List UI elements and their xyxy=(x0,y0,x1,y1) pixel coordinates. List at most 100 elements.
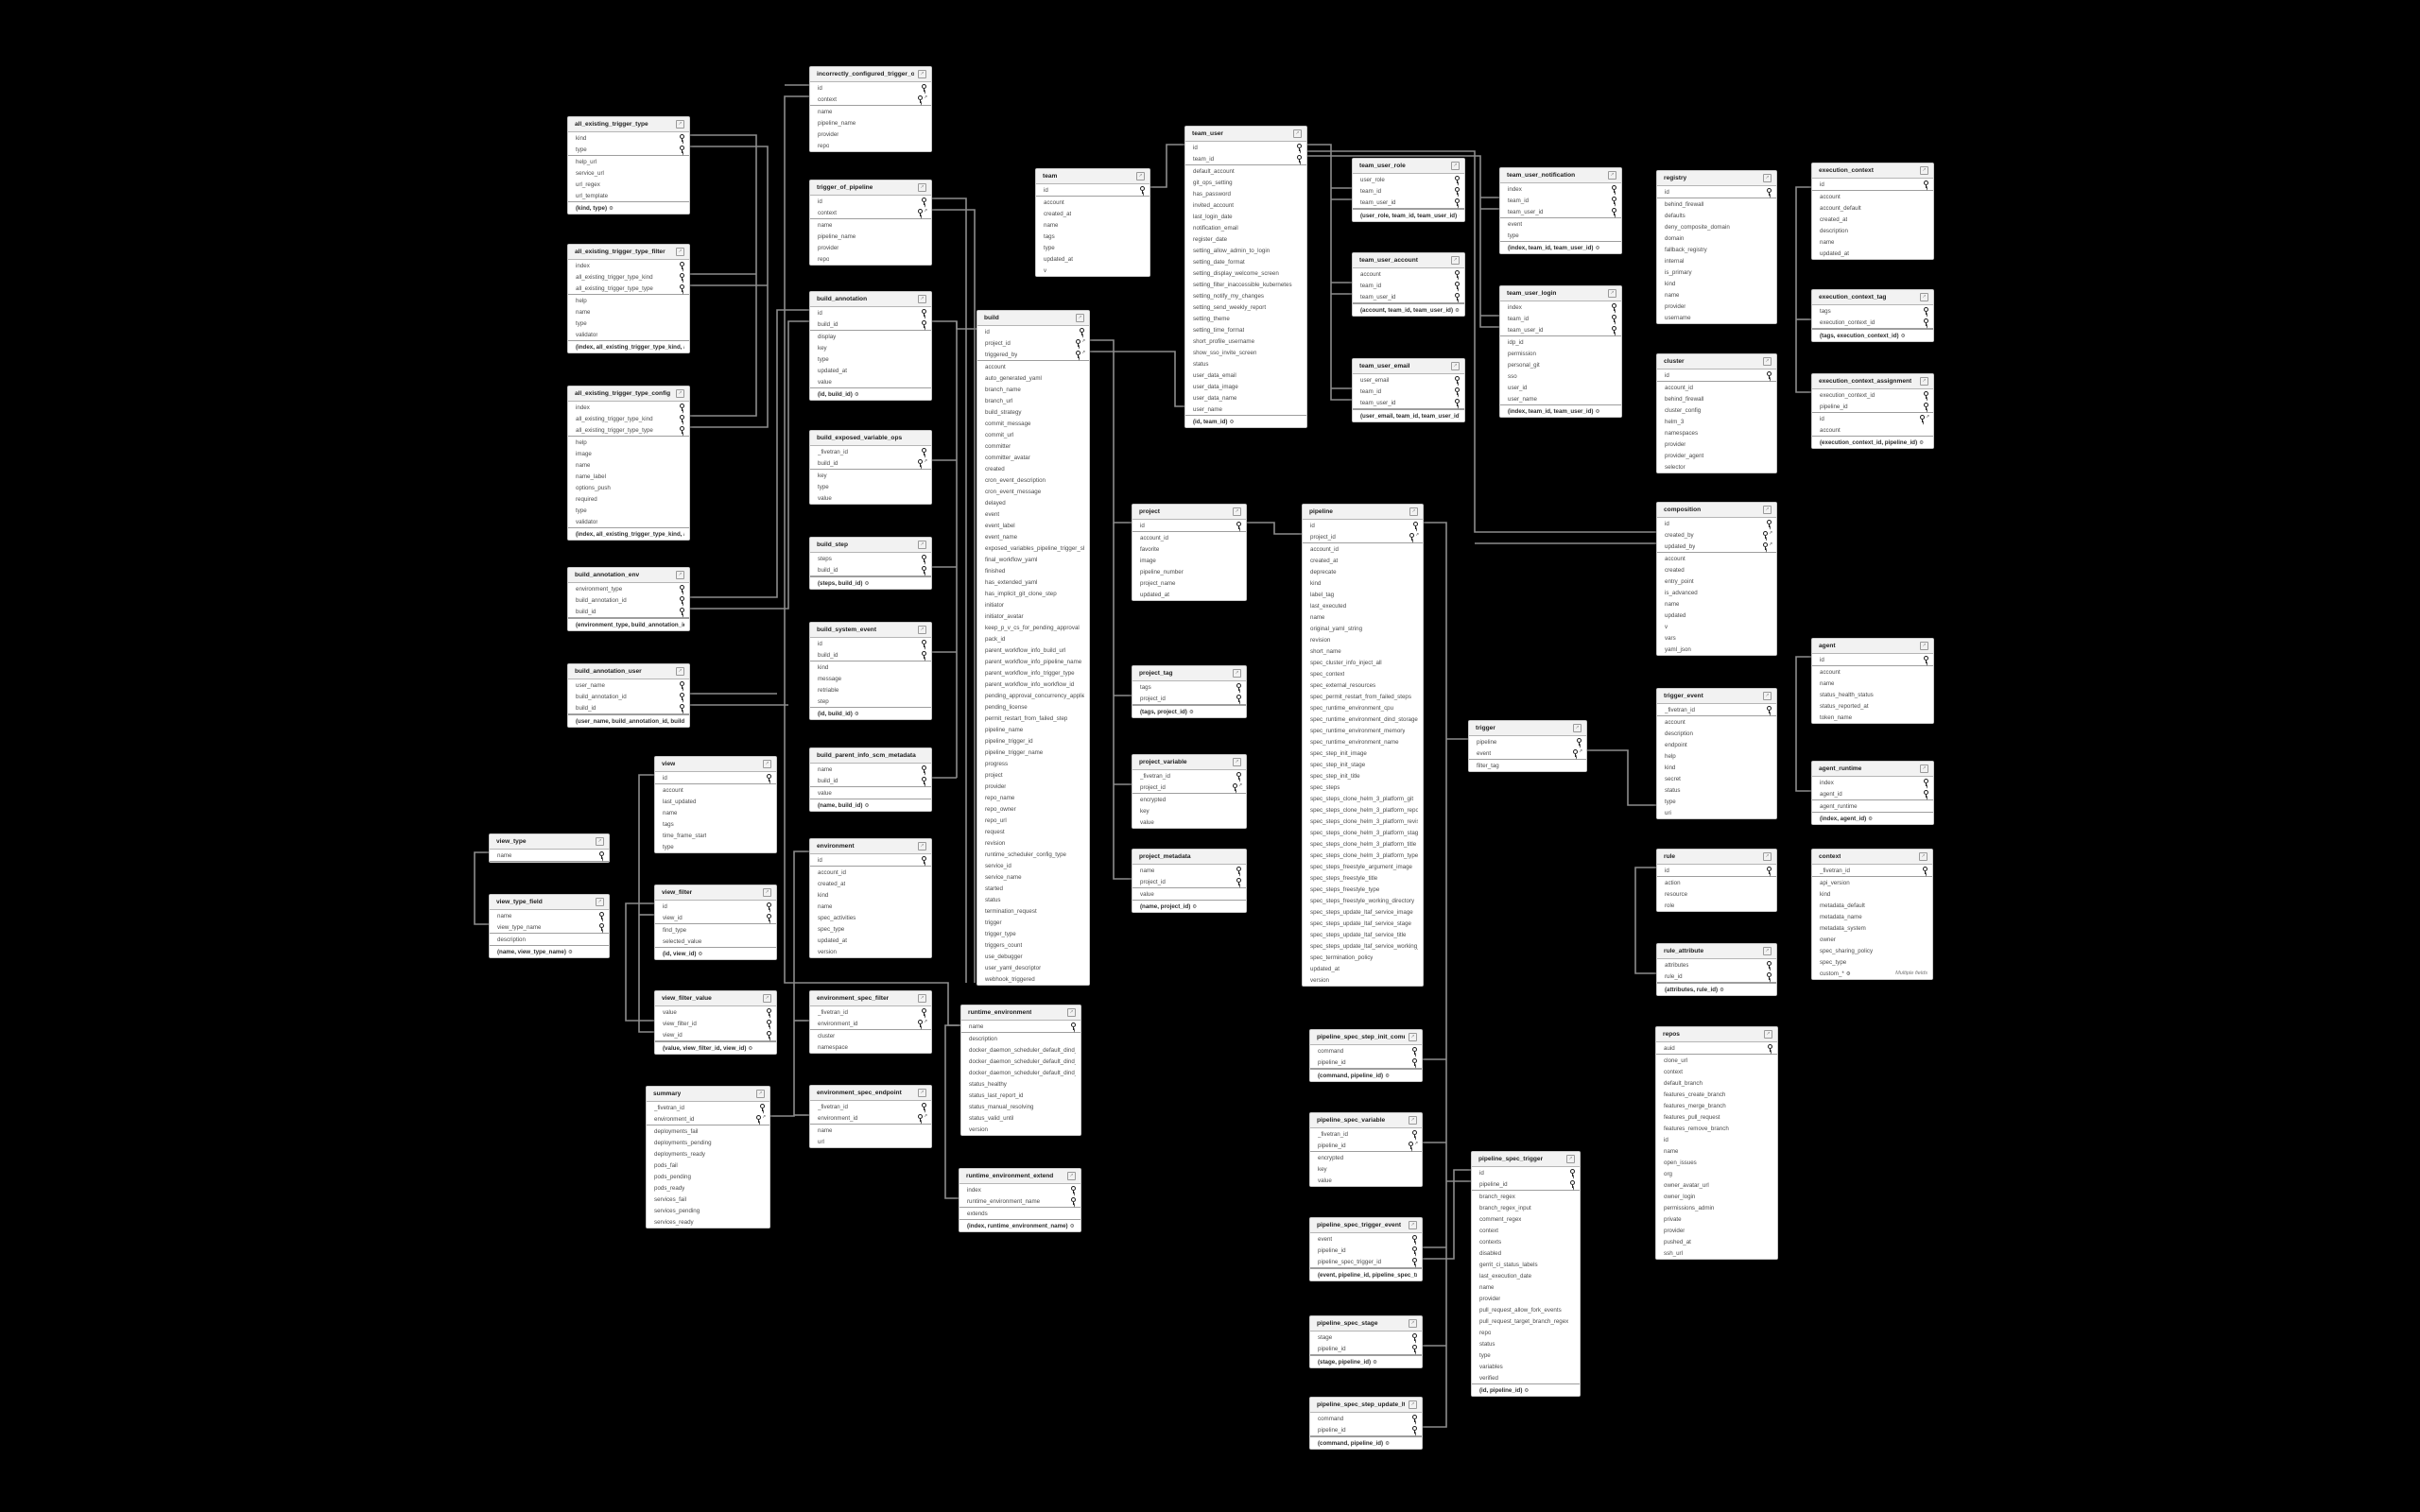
table-pipeline_spec_stage[interactable]: pipeline_spec_stage ↗ stage pipeline_id (sta… xyxy=(1309,1315,1423,1368)
table-build_parent_info_scm_metadata[interactable]: build_parent_info_scm_metadata name build_… xyxy=(809,747,932,812)
table-composition[interactable]: composition ↗ id created_by ↗ updated_by ↗ acco… xyxy=(1656,502,1777,656)
table-header[interactable]: trigger_of_pipeline ↗ xyxy=(810,180,931,196)
open-in-new-icon[interactable]: ↗ xyxy=(1409,1116,1417,1125)
table-trigger_event[interactable]: trigger_event ↗ _fivetran_id account descrip… xyxy=(1656,688,1777,819)
table-header[interactable]: rule_attribute ↗ xyxy=(1657,944,1776,959)
table-header[interactable]: build_parent_info_scm_metadata xyxy=(810,748,931,764)
open-in-new-icon[interactable]: ↗ xyxy=(596,837,604,846)
table-pipeline_spec_step_update_ltaf_servic[interactable]: pipeline_spec_step_update_ltaf_servic...… xyxy=(1309,1397,1423,1450)
table-team_user_login[interactable]: team_user_login ↗ index team_id team_user_id… xyxy=(1499,285,1622,418)
table-summary[interactable]: summary ↗ _fivetran_id environment_id ↗ deplo… xyxy=(646,1086,770,1228)
table-header[interactable]: summary ↗ xyxy=(647,1087,769,1102)
table-execution_context_tag[interactable]: execution_context_tag ↗ tags execution_cont… xyxy=(1811,289,1934,342)
table-project[interactable]: project ↗ id account_id favorite image pipelin… xyxy=(1132,504,1247,601)
table-header[interactable]: pipeline_spec_stage ↗ xyxy=(1310,1316,1422,1332)
open-in-new-icon[interactable]: ↗ xyxy=(1764,1030,1772,1039)
open-in-new-icon[interactable]: ↗ xyxy=(1608,289,1616,298)
open-in-new-icon[interactable]: ↗ xyxy=(918,626,926,634)
open-in-new-icon[interactable]: ↗ xyxy=(1409,1221,1417,1229)
open-in-new-icon[interactable]: ↗ xyxy=(1451,362,1460,370)
table-project_tag[interactable]: project_tag ↗ tags project_id (tags, project… xyxy=(1132,665,1247,718)
table-team[interactable]: team ↗ id account created_at name tags type upda… xyxy=(1035,168,1150,277)
table-header[interactable]: project ↗ xyxy=(1132,505,1246,520)
table-header[interactable]: pipeline_spec_trigger_event ↗ xyxy=(1310,1218,1422,1233)
open-in-new-icon[interactable]: ↗ xyxy=(763,994,771,1003)
open-in-new-icon[interactable]: ↗ xyxy=(1409,1319,1417,1328)
table-header[interactable]: all_existing_trigger_type_config ↗ xyxy=(568,387,689,402)
open-in-new-icon[interactable]: ↗ xyxy=(676,248,684,256)
open-in-new-icon[interactable]: ↗ xyxy=(1920,642,1928,650)
open-in-new-icon[interactable]: ↗ xyxy=(1763,692,1772,700)
open-in-new-icon[interactable]: ↗ xyxy=(1573,724,1582,732)
table-header[interactable]: build ↗ xyxy=(977,311,1089,326)
open-in-new-icon[interactable]: ↗ xyxy=(1409,1400,1417,1409)
open-in-new-icon[interactable]: ↗ xyxy=(1763,852,1772,861)
table-team_user[interactable]: team_user ↗ id team_id default_account git_op… xyxy=(1184,126,1307,428)
table-header[interactable]: environment_spec_filter ↗ xyxy=(810,991,931,1006)
table-header[interactable]: repos ↗ xyxy=(1656,1027,1777,1042)
table-runtime_environment_extend[interactable]: runtime_environment_extend ↗ index runtime_… xyxy=(959,1168,1081,1232)
open-in-new-icon[interactable]: ↗ xyxy=(918,842,926,850)
table-all_existing_trigger_type_filter[interactable]: all_existing_trigger_type_filter ↗ index al… xyxy=(567,244,690,353)
open-in-new-icon[interactable]: ↗ xyxy=(1763,506,1772,514)
table-runtime_environment[interactable]: runtime_environment ↗ name description docke… xyxy=(960,1005,1081,1136)
table-build_annotation_user[interactable]: build_annotation_user ↗ user_name build_ann… xyxy=(567,663,690,728)
open-in-new-icon[interactable]: ↗ xyxy=(1409,507,1418,516)
table-header[interactable]: pipeline_spec_step_init_command ↗ xyxy=(1310,1030,1422,1045)
table-header[interactable]: pipeline ↗ xyxy=(1303,505,1423,520)
open-in-new-icon[interactable]: ↗ xyxy=(1233,669,1241,678)
open-in-new-icon[interactable]: ↗ xyxy=(676,120,684,129)
table-header[interactable]: build_exposed_variable_ops xyxy=(810,431,931,446)
table-pipeline_spec_step_init_command[interactable]: pipeline_spec_step_init_command ↗ command p… xyxy=(1309,1029,1423,1082)
table-repos[interactable]: repos ↗ auid clone_url context default_branch… xyxy=(1655,1026,1778,1260)
table-build_system_event[interactable]: build_system_event ↗ id build_id kind message… xyxy=(809,622,932,720)
open-in-new-icon[interactable]: ↗ xyxy=(918,994,926,1003)
open-in-new-icon[interactable]: ↗ xyxy=(1920,166,1928,175)
table-project_variable[interactable]: project_variable ↗ _fivetran_id project_id ↗… xyxy=(1132,754,1247,829)
open-in-new-icon[interactable]: ↗ xyxy=(1451,256,1460,265)
table-header[interactable]: build_system_event ↗ xyxy=(810,623,931,638)
table-header[interactable]: view_filter ↗ xyxy=(655,885,776,901)
open-in-new-icon[interactable]: ↗ xyxy=(918,183,926,192)
table-view_type_field[interactable]: view_type_field ↗ name view_type_name descri… xyxy=(489,894,610,958)
open-in-new-icon[interactable]: ↗ xyxy=(1608,171,1616,180)
open-in-new-icon[interactable]: ↗ xyxy=(1451,162,1460,170)
table-header[interactable]: agent ↗ xyxy=(1812,639,1933,654)
table-trigger_of_pipeline[interactable]: trigger_of_pipeline ↗ id context ↗ name pipeli… xyxy=(809,180,932,266)
open-in-new-icon[interactable]: ↗ xyxy=(918,541,926,549)
table-header[interactable]: execution_context ↗ xyxy=(1812,163,1933,179)
table-header[interactable]: pipeline_spec_trigger ↗ xyxy=(1472,1152,1580,1167)
open-in-new-icon[interactable]: ↗ xyxy=(1233,507,1241,516)
table-project_metadata[interactable]: project_metadata name project_id value (name… xyxy=(1132,849,1247,913)
table-header[interactable]: trigger_event ↗ xyxy=(1657,689,1776,704)
table-build[interactable]: build ↗ id project_id ↗ triggered_by ↗ account a… xyxy=(977,310,1090,986)
table-header[interactable]: incorrectly_configured_trigger_of_pip...… xyxy=(810,67,931,82)
open-in-new-icon[interactable]: ↗ xyxy=(1920,377,1928,386)
table-team_user_role[interactable]: team_user_role ↗ user_role team_id team_user… xyxy=(1352,158,1465,222)
table-header[interactable]: registry ↗ xyxy=(1657,171,1776,186)
table-team_user_account[interactable]: team_user_account ↗ account team_id team_use… xyxy=(1352,252,1465,317)
open-in-new-icon[interactable]: ↗ xyxy=(1920,765,1928,773)
table-header[interactable]: rule ↗ xyxy=(1657,850,1776,865)
table-header[interactable]: view_type_field ↗ xyxy=(490,895,609,910)
table-header[interactable]: build_annotation_env ↗ xyxy=(568,568,689,583)
table-all_existing_trigger_type_config[interactable]: all_existing_trigger_type_config ↗ index al… xyxy=(567,386,690,541)
open-in-new-icon[interactable]: ↗ xyxy=(1763,357,1772,366)
table-header[interactable]: pipeline_spec_step_update_ltaf_servic...… xyxy=(1310,1398,1422,1413)
table-header[interactable]: environment ↗ xyxy=(810,839,931,854)
table-incorrectly_configured_trigger_of_pip[interactable]: incorrectly_configured_trigger_of_pip...… xyxy=(809,66,932,152)
open-in-new-icon[interactable]: ↗ xyxy=(1920,293,1928,301)
open-in-new-icon[interactable]: ↗ xyxy=(1067,1008,1076,1017)
table-header[interactable]: all_existing_trigger_type_filter ↗ xyxy=(568,245,689,260)
table-build_step[interactable]: build_step ↗ steps build_id (steps, build_id… xyxy=(809,537,932,590)
open-in-new-icon[interactable]: ↗ xyxy=(1409,1033,1417,1041)
open-in-new-icon[interactable]: ↗ xyxy=(1763,947,1772,955)
open-in-new-icon[interactable]: ↗ xyxy=(763,888,771,897)
table-cluster[interactable]: cluster ↗ id account_id behind_firewall clust… xyxy=(1656,353,1777,473)
open-in-new-icon[interactable]: ↗ xyxy=(756,1090,765,1098)
table-header[interactable]: trigger ↗ xyxy=(1469,721,1586,736)
open-in-new-icon[interactable]: ↗ xyxy=(676,667,684,676)
table-pipeline_spec_variable[interactable]: pipeline_spec_variable ↗ _fivetran_id pipel… xyxy=(1309,1112,1423,1187)
open-in-new-icon[interactable]: ↗ xyxy=(918,70,926,78)
table-environment_spec_endpoint[interactable]: environment_spec_endpoint ↗ _fivetran_id en… xyxy=(809,1085,932,1148)
